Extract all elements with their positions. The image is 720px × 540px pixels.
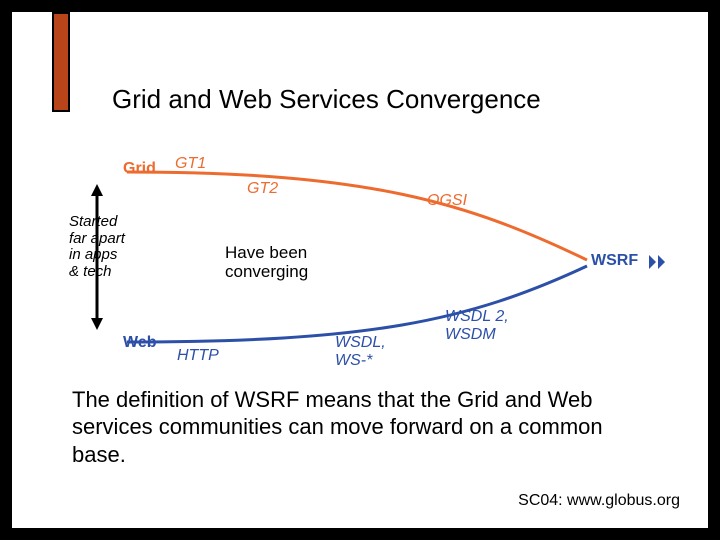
- page-title: Grid and Web Services Convergence: [112, 84, 541, 115]
- label-converge: Have beenconverging: [225, 244, 308, 281]
- label-ogsi: OGSI: [427, 192, 467, 210]
- footer: SC04: www.globus.org: [518, 492, 680, 510]
- label-wsrf: WSRF: [591, 252, 638, 270]
- label-web: Web: [123, 334, 156, 352]
- label-started: Startedfar apartin apps& tech: [69, 214, 125, 280]
- label-gt1: GT1: [175, 155, 206, 173]
- caption: The definition of WSRF means that the Gr…: [72, 386, 648, 469]
- wsrf-arrow-icon: [649, 255, 665, 269]
- slide: Grid and Web Services Convergence Grid W…: [0, 0, 720, 540]
- convergence-diagram: Grid Web GT1 GT2 OGSI HTTP WSDL,WS-* WSD…: [37, 142, 677, 392]
- label-wsdl2: WSDL 2,WSDM: [445, 308, 509, 343]
- grid-line: [127, 172, 587, 260]
- label-wsdl: WSDL,WS-*: [335, 334, 386, 369]
- label-http: HTTP: [177, 347, 219, 365]
- label-grid: Grid: [123, 160, 156, 178]
- accent-bar: [52, 12, 70, 112]
- web-line: [127, 266, 587, 342]
- label-gt2: GT2: [247, 180, 278, 198]
